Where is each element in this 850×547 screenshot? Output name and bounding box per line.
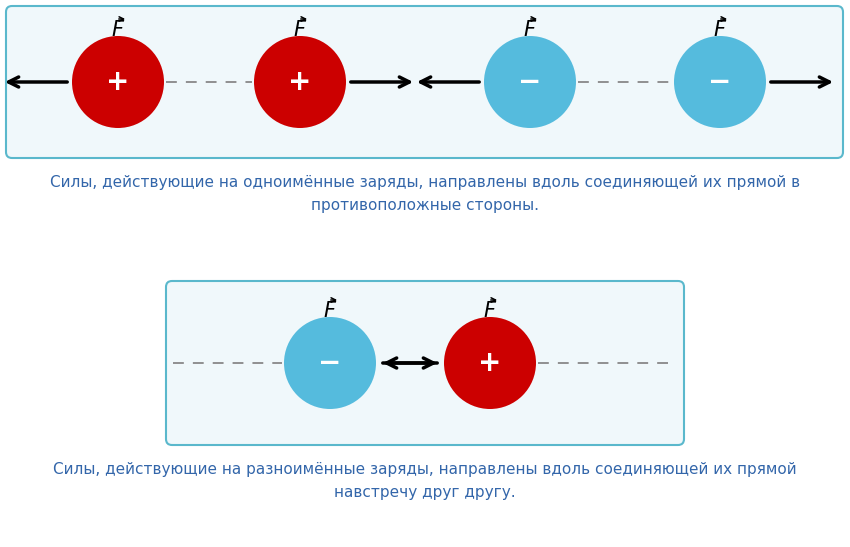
Ellipse shape — [444, 317, 536, 409]
FancyBboxPatch shape — [166, 281, 684, 445]
Ellipse shape — [674, 36, 766, 128]
Ellipse shape — [254, 36, 346, 128]
Ellipse shape — [484, 36, 576, 128]
Text: $F$: $F$ — [523, 20, 537, 40]
Text: $F$: $F$ — [293, 20, 307, 40]
Text: +: + — [479, 349, 502, 377]
Text: $F$: $F$ — [323, 301, 337, 321]
Text: −: − — [518, 68, 541, 96]
Text: $F$: $F$ — [483, 301, 497, 321]
Text: $F$: $F$ — [713, 20, 727, 40]
FancyBboxPatch shape — [6, 6, 843, 158]
Text: −: − — [319, 349, 342, 377]
Ellipse shape — [72, 36, 164, 128]
Text: +: + — [106, 68, 130, 96]
Text: Силы, действующие на разноимённые заряды, направлены вдоль соединяющей их прямой: Силы, действующие на разноимённые заряды… — [54, 462, 796, 501]
Text: −: − — [708, 68, 732, 96]
Text: +: + — [288, 68, 312, 96]
Ellipse shape — [284, 317, 376, 409]
Text: Силы, действующие на одноимённые заряды, направлены вдоль соединяющей их прямой : Силы, действующие на одноимённые заряды,… — [50, 175, 800, 213]
Text: $F$: $F$ — [110, 20, 125, 40]
